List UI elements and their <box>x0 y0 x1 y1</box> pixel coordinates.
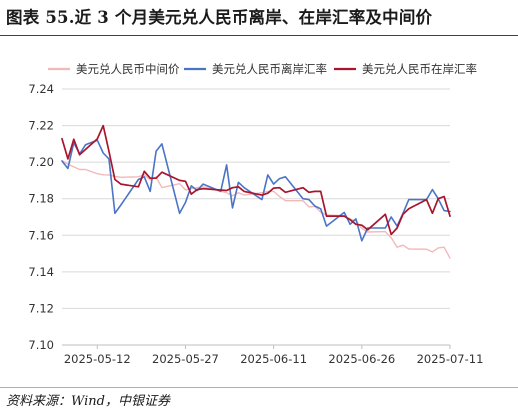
source-note: 资料来源：Wind，中银证券 <box>6 394 170 409</box>
chart-title: 图表 55.近 3 个月美元兑人民币离岸、在岸汇率及中间价 <box>6 8 433 27</box>
legend-onshore-rate-label: 美元兑人民币在岸汇率 <box>362 62 477 76</box>
x-tick-label: 2025-06-26 <box>328 352 395 366</box>
y-tick-label: 7.16 <box>28 228 54 242</box>
offshore-rate-line <box>61 139 451 242</box>
mid-rate-line <box>61 159 451 259</box>
source-divider <box>0 387 518 388</box>
y-tick-label: 7.12 <box>28 301 54 315</box>
y-tick-label: 7.20 <box>28 155 54 169</box>
legend-offshore-rate-label: 美元兑人民币离岸汇率 <box>212 62 327 76</box>
y-tick-label: 7.22 <box>28 119 54 133</box>
y-tick-label: 7.10 <box>28 338 54 352</box>
y-tick-label: 7.18 <box>28 192 54 206</box>
x-tick-label: 2025-05-12 <box>64 352 131 366</box>
x-tick-label: 2025-07-11 <box>417 352 484 366</box>
y-axis-ticks: 7.10 7.12 7.14 7.16 7.18 7.20 7.22 7.24 <box>28 82 54 352</box>
title-divider <box>0 35 518 36</box>
series-lines <box>61 124 451 259</box>
x-tick-label: 2025-05-27 <box>152 352 219 366</box>
onshore-rate-line <box>61 124 451 236</box>
x-tick-label: 2025-06-11 <box>240 352 307 366</box>
chart-legend: 美元兑人民币中间价 美元兑人民币离岸汇率 美元兑人民币在岸汇率 <box>48 62 477 76</box>
exchange-rate-line-chart: 美元兑人民币中间价 美元兑人民币离岸汇率 美元兑人民币在岸汇率 7.107.127.… <box>28 62 484 366</box>
x-axis: 2025-05-12 2025-05-27 2025-06-11 2025-06-26… <box>62 344 484 366</box>
y-tick-label: 7.24 <box>28 82 54 96</box>
legend-mid-rate-label: 美元兑人民币中间价 <box>76 62 180 76</box>
y-tick-label: 7.14 <box>28 265 54 279</box>
